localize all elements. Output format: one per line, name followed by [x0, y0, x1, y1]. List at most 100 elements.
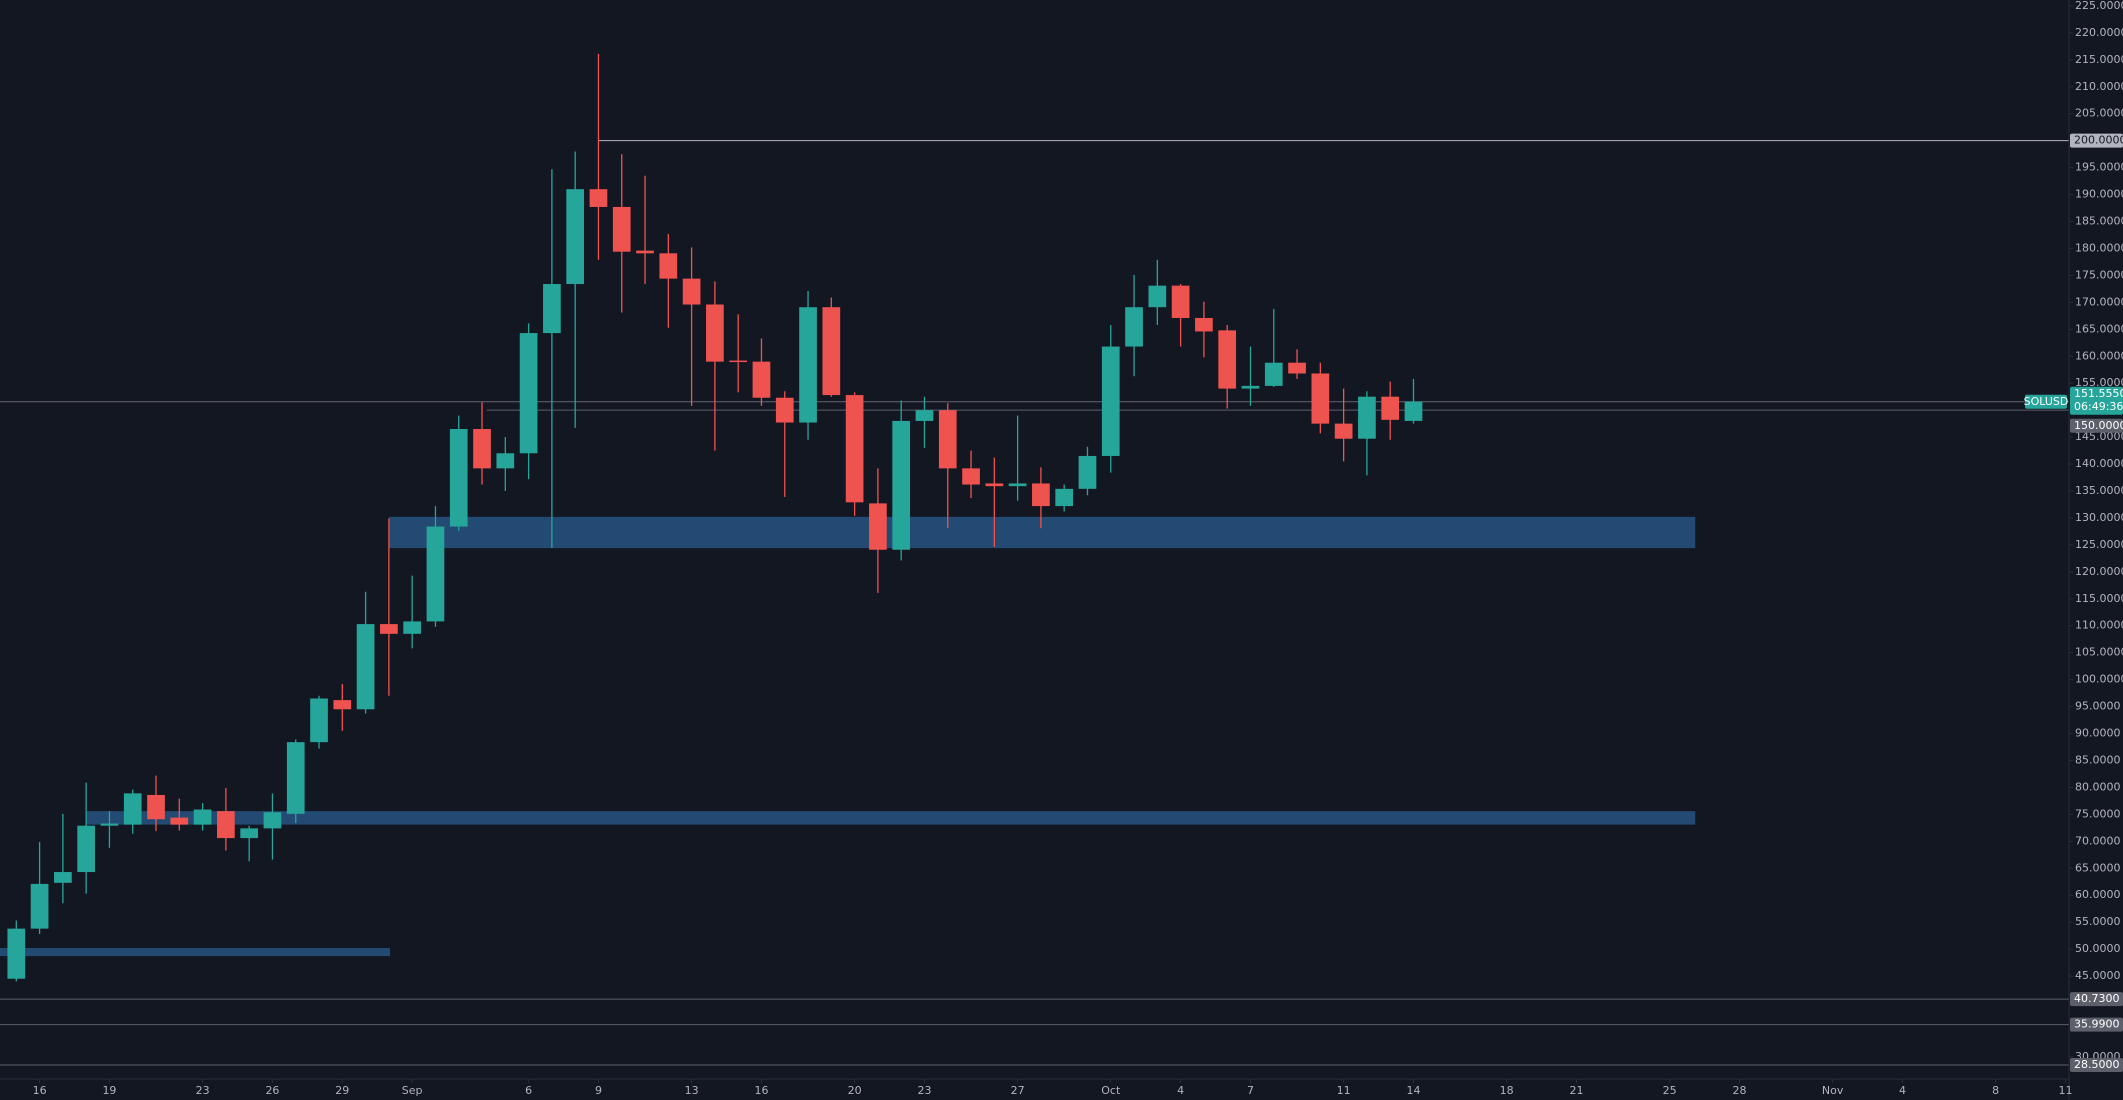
candle-body: [1148, 285, 1167, 308]
candle-body: [1311, 373, 1330, 424]
zone: [86, 811, 1696, 825]
candle-body: [356, 624, 375, 710]
candle-body: [752, 361, 771, 398]
candle-body: [775, 397, 794, 423]
candle-body: [1358, 396, 1376, 439]
candle-body: [310, 698, 328, 743]
x-tick-label: 19: [102, 1084, 116, 1097]
candle-body: [286, 742, 305, 814]
candle-body: [1381, 396, 1400, 420]
y-tick-label: 100.0000: [2075, 673, 2123, 686]
level-label: 40.7300: [2074, 992, 2120, 1005]
level-label-box: [2070, 992, 2123, 1007]
candle-body: [473, 429, 491, 469]
candle-body: [449, 429, 468, 527]
y-tick-label: 120.0000: [2075, 565, 2123, 578]
y-tick-label: 155.0000: [2075, 376, 2123, 389]
candle-body: [1125, 307, 1143, 347]
y-tick-label: 115.0000: [2075, 592, 2123, 605]
candle-body: [566, 189, 585, 285]
current-price-box: [2070, 386, 2123, 415]
candle-body: [403, 621, 422, 634]
level-label-box: [2070, 133, 2123, 148]
candle-body: [1195, 317, 1213, 332]
candle-body: [1171, 285, 1190, 318]
symbol-tag-box: [2025, 394, 2067, 409]
y-tick-label: 60.0000: [2075, 888, 2121, 901]
y-tick-label: 135.0000: [2075, 484, 2123, 497]
level-label: 28.5000: [2074, 1058, 2120, 1071]
candle-body: [123, 793, 142, 825]
x-tick-label: Sep: [402, 1084, 423, 1097]
candle-body: [333, 700, 352, 710]
candle-body: [822, 307, 841, 396]
y-tick-label: 110.0000: [2075, 619, 2123, 632]
candle-body: [77, 825, 96, 873]
candle-body: [170, 817, 189, 825]
candle-body: [7, 928, 26, 979]
candle-body: [147, 794, 165, 820]
y-tick-label: 105.0000: [2075, 646, 2123, 659]
candle-body: [892, 420, 911, 550]
candle-body: [845, 395, 864, 503]
y-tick-label: 205.0000: [2075, 107, 2123, 120]
candle-body: [729, 360, 748, 363]
level-label: 150.0000: [2074, 419, 2123, 432]
x-tick-label: 26: [265, 1084, 279, 1097]
candle-body: [193, 809, 212, 825]
zone: [388, 516, 1696, 549]
candle-body: [240, 828, 259, 839]
candle-body: [915, 410, 934, 421]
candle-body: [682, 278, 701, 305]
candle-body: [612, 206, 631, 252]
x-tick-label: 23: [917, 1084, 931, 1097]
y-tick-label: 125.0000: [2075, 538, 2123, 551]
x-tick-label: 9: [595, 1084, 602, 1097]
y-tick-label: 175.0000: [2075, 268, 2123, 281]
plot-area: [0, 53, 2069, 1066]
y-tick-label: 90.0000: [2075, 727, 2121, 740]
symbol-tag: SOLUSD: [2024, 395, 2069, 408]
y-tick-label: 160.0000: [2075, 349, 2123, 362]
candle-body: [1241, 385, 1260, 389]
x-tick-label: 16: [33, 1084, 47, 1097]
x-tick-label: 6: [525, 1084, 532, 1097]
candle-body: [1032, 483, 1050, 507]
candle-body: [589, 189, 608, 207]
x-tick-label: 16: [754, 1084, 768, 1097]
y-tick-label: 185.0000: [2075, 215, 2123, 228]
x-tick-label: 28: [1732, 1084, 1746, 1097]
y-tick-label: 80.0000: [2075, 780, 2121, 793]
x-tick-label: 20: [848, 1084, 862, 1097]
candle-body: [869, 503, 887, 550]
x-tick-label: 8: [1992, 1084, 1999, 1097]
x-tick-label: 11: [1337, 1084, 1351, 1097]
x-tick-label: 27: [1011, 1084, 1025, 1097]
x-tick-label: 4: [1177, 1084, 1184, 1097]
y-tick-label: 45.0000: [2075, 969, 2121, 982]
y-tick-label: 195.0000: [2075, 161, 2123, 174]
y-tick-label: 70.0000: [2075, 834, 2121, 847]
candle-body: [659, 253, 678, 279]
y-tick-label: 225.0000: [2075, 0, 2123, 12]
y-tick-label: 180.0000: [2075, 241, 2123, 254]
candle-body: [543, 284, 561, 334]
x-tick-label: 4: [1899, 1084, 1906, 1097]
candle-body: [519, 333, 538, 454]
candle-body: [706, 304, 724, 362]
x-tick-label: 23: [196, 1084, 210, 1097]
candle-body: [1008, 483, 1027, 487]
y-tick-label: 55.0000: [2075, 915, 2121, 928]
level-label: 35.9900: [2074, 1018, 2120, 1031]
countdown-label: 06:49:36: [2074, 400, 2123, 413]
time-axis-panel: [0, 1079, 2069, 1100]
candle-body: [1078, 455, 1097, 489]
y-tick-label: 50.0000: [2075, 942, 2121, 955]
candle-body: [1288, 362, 1306, 374]
candle-body: [1334, 423, 1353, 439]
x-tick-label: 11: [2059, 1084, 2073, 1097]
candle-body: [799, 307, 817, 423]
